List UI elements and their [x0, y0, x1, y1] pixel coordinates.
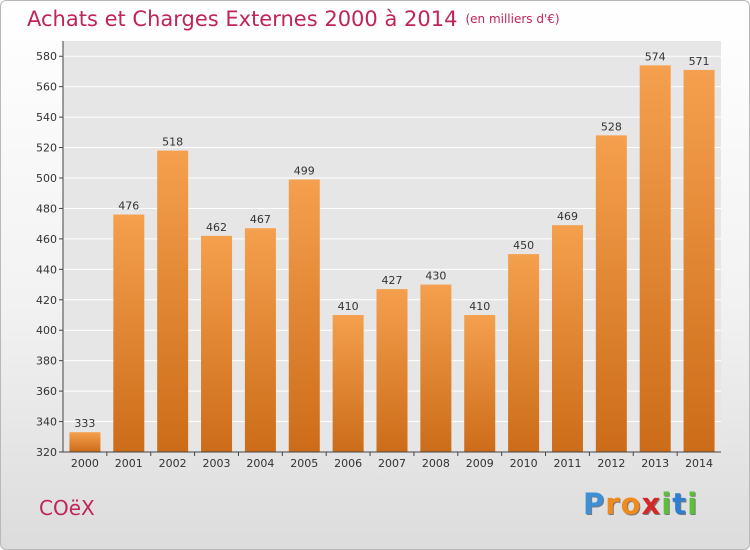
- x-tick-label-2001: 2001: [115, 457, 143, 470]
- y-tick-label: 360: [36, 385, 57, 398]
- data-label-2012: 528: [601, 120, 622, 133]
- x-tick-label-2009: 2009: [466, 457, 494, 470]
- logo-letter: o: [620, 487, 642, 521]
- data-label-2013: 574: [645, 50, 666, 63]
- bars: [69, 65, 715, 452]
- y-axis: 320 340 360 380 400 420 440 460 480 500 520 540 560 5…: [36, 41, 64, 459]
- x-tick-label-2003: 2003: [203, 457, 231, 470]
- x-tick-label-2000: 2000: [71, 457, 99, 470]
- logo-letter: r: [605, 487, 621, 521]
- bar-2013: [639, 65, 671, 452]
- y-tick-label: 440: [36, 263, 57, 276]
- x-tick-label-2004: 2004: [246, 457, 274, 470]
- y-tick-label: 400: [36, 324, 57, 337]
- data-label-2014: 571: [689, 55, 710, 68]
- data-label-2008: 430: [425, 270, 446, 283]
- x-tick-label-2011: 2011: [553, 457, 581, 470]
- x-tick-label-2007: 2007: [378, 457, 406, 470]
- data-label-2006: 410: [338, 300, 359, 313]
- data-label-2010: 450: [513, 239, 534, 252]
- y-tick-label: 520: [36, 142, 57, 155]
- y-tick-label: 340: [36, 416, 57, 429]
- x-tick-label-2005: 2005: [290, 457, 318, 470]
- bar-2003: [201, 235, 233, 452]
- logo-letter: P: [583, 487, 606, 521]
- data-label-2000: 333: [74, 417, 95, 430]
- bar-2009: [464, 315, 496, 452]
- bar-2012: [595, 135, 627, 452]
- x-tick-label-2006: 2006: [334, 457, 362, 470]
- bar-2010: [508, 254, 540, 452]
- logo-letter: x: [641, 487, 662, 521]
- logo-letter: t: [672, 487, 688, 521]
- data-labels: 333 476 518 462 467 499 410 427 430 410 450 469 528 5…: [74, 50, 709, 430]
- y-tick-label: 540: [36, 111, 57, 124]
- bar-2001: [113, 214, 145, 452]
- y-tick-label: 560: [36, 81, 57, 94]
- y-tick-label: 460: [36, 233, 57, 246]
- x-tick-label-2012: 2012: [597, 457, 625, 470]
- chart-subtitle: (en milliers d'€): [465, 12, 560, 26]
- y-tick-label: 580: [36, 50, 57, 63]
- proxiti-logo[interactable]: Proxiti: [583, 487, 698, 521]
- x-axis: 2000 2001 2002 2003 2004 2005 2006 2007 2008 2009…: [63, 451, 721, 470]
- y-tick-label: 320: [36, 446, 57, 459]
- bar-2008: [420, 284, 452, 452]
- x-tick-label-2008: 2008: [422, 457, 450, 470]
- logo-letter: i: [687, 487, 699, 521]
- bar-2007: [376, 289, 408, 452]
- data-label-2002: 518: [162, 136, 183, 149]
- data-label-2009: 410: [469, 300, 490, 313]
- commune-name: COëX: [39, 496, 95, 520]
- y-tick-label: 500: [36, 172, 57, 185]
- bar-2002: [157, 150, 189, 452]
- chart-title: Achats et Charges Externes 2000 à 2014 (e…: [27, 7, 560, 31]
- bar-2004: [244, 228, 276, 452]
- data-label-2011: 469: [557, 210, 578, 223]
- x-tick-label-2014: 2014: [685, 457, 713, 470]
- bar-2000: [69, 432, 101, 452]
- bar-2006: [332, 315, 364, 452]
- data-label-2003: 462: [206, 221, 227, 234]
- logo-letter: i: [661, 487, 673, 521]
- chart-title-text: Achats et Charges Externes 2000 à 2014: [27, 7, 458, 31]
- bar-2005: [288, 179, 320, 452]
- y-tick-label: 480: [36, 202, 57, 215]
- data-label-2004: 467: [250, 213, 271, 226]
- y-tick-label: 420: [36, 294, 57, 307]
- x-tick-label-2002: 2002: [159, 457, 187, 470]
- x-tick-label-2010: 2010: [510, 457, 538, 470]
- y-tick-label: 380: [36, 355, 57, 368]
- data-label-2007: 427: [382, 274, 403, 287]
- bar-2014: [683, 69, 715, 452]
- data-label-2001: 476: [118, 200, 139, 213]
- data-label-2005: 499: [294, 165, 315, 178]
- bar-2011: [551, 225, 583, 452]
- x-tick-label-2013: 2013: [641, 457, 669, 470]
